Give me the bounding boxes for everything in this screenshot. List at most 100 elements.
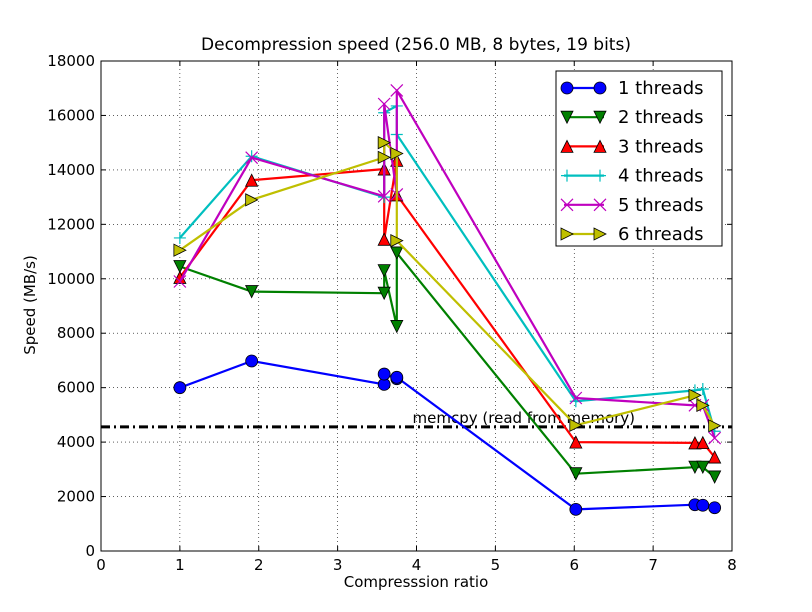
data-point — [708, 431, 722, 445]
data-point — [245, 285, 259, 299]
legend-label: 6 threads — [618, 224, 704, 245]
series-line — [179, 359, 715, 511]
y-tick-label: 0 — [85, 542, 95, 560]
y-tick-label: 14000 — [47, 161, 95, 179]
data-point — [561, 169, 573, 182]
data-point — [245, 354, 259, 368]
data-point — [245, 150, 258, 163]
x-tick-label: 7 — [648, 556, 658, 574]
data-point — [377, 189, 391, 203]
data-point — [377, 367, 391, 381]
legend-label: 4 threads — [618, 166, 704, 187]
legend-box — [555, 70, 723, 247]
data-point — [593, 81, 607, 95]
data-point — [594, 169, 606, 182]
data-point — [560, 198, 574, 212]
legend-label: 3 threads — [618, 136, 704, 157]
reference-line: memcpy (read from memory) — [101, 409, 732, 429]
data-point — [696, 498, 710, 512]
legend-entry: 5 threads — [560, 195, 704, 216]
series-2 — [173, 246, 722, 484]
data-point — [390, 146, 404, 161]
data-point — [173, 381, 187, 395]
data-point — [593, 227, 607, 241]
x-tick-label: 8 — [727, 556, 737, 574]
chart-title: Decompression speed (256.0 MB, 8 bytes, … — [201, 35, 631, 55]
y-tick-label: 4000 — [57, 433, 95, 451]
y-tick-label: 16000 — [47, 106, 95, 124]
x-tick-label: 3 — [333, 556, 343, 574]
data-point — [390, 234, 404, 248]
data-point — [560, 110, 574, 125]
legend-label: 2 threads — [618, 107, 704, 128]
legend-entry: 1 threads — [560, 78, 704, 99]
x-tick-label: 0 — [96, 556, 106, 574]
x-tick-label: 5 — [491, 556, 501, 574]
data-point — [708, 419, 722, 433]
data-point — [569, 502, 583, 516]
y-tick-label: 12000 — [47, 215, 95, 233]
data-point — [245, 193, 259, 207]
x-tick-label: 1 — [175, 556, 185, 574]
y-tick-label: 6000 — [57, 379, 95, 397]
series-line — [179, 251, 716, 478]
y-tick-label: 10000 — [47, 270, 95, 288]
data-point — [708, 470, 722, 484]
data-point — [390, 370, 404, 384]
data-point — [708, 501, 722, 515]
y-tick-label: 2000 — [57, 488, 95, 506]
data-point — [560, 139, 574, 153]
data-point — [173, 260, 187, 274]
y-tick-label: 18000 — [47, 52, 95, 70]
y-axis-label: Speed (MB/s) — [21, 255, 39, 355]
data-point — [245, 151, 259, 165]
y-tick-label: 8000 — [57, 324, 95, 342]
series-6 — [173, 136, 722, 433]
data-point — [569, 467, 583, 481]
legend: 1 threads 2 threads 3 threads 4 threads 5 th… — [555, 70, 723, 247]
series-1 — [173, 354, 722, 516]
data-point — [696, 435, 710, 450]
data-point — [593, 139, 607, 153]
data-point — [688, 388, 702, 402]
data-point — [708, 450, 722, 464]
x-tick-label: 2 — [254, 556, 264, 574]
data-point — [560, 227, 574, 241]
data-point — [377, 286, 391, 301]
data-point — [377, 136, 392, 150]
axis-ticks: 0 1 2 3 4 5 6 7 8 0 2000 4000 6000 8000 10000 12000 1400… — [47, 52, 736, 574]
legend-entry: 4 threads — [561, 166, 704, 187]
series-layer — [173, 83, 722, 516]
data-point — [377, 264, 391, 278]
data-point — [696, 383, 709, 396]
data-point — [390, 246, 404, 260]
legend-entry: 6 threads — [560, 224, 704, 245]
data-point — [560, 81, 574, 95]
data-point — [696, 398, 710, 413]
legend-entry: 3 threads — [560, 136, 704, 157]
data-point — [696, 460, 710, 475]
data-point — [593, 110, 607, 125]
data-point — [569, 391, 583, 405]
x-tick-label: 6 — [569, 556, 579, 574]
data-point — [173, 231, 186, 244]
data-point — [593, 198, 607, 212]
legend-entry: 2 threads — [560, 107, 704, 128]
data-point — [569, 435, 583, 449]
data-point — [173, 275, 187, 288]
legend-label: 1 threads — [618, 78, 704, 99]
x-tick-label: 4 — [412, 556, 422, 574]
data-point — [245, 173, 259, 187]
memcpy-reference-label: memcpy (read from memory) — [413, 409, 635, 427]
x-axis-label: Compresssion ratio — [344, 573, 489, 591]
data-point — [377, 150, 392, 165]
data-point — [173, 243, 187, 257]
data-point — [390, 320, 404, 334]
data-point — [377, 232, 391, 246]
data-point — [377, 97, 391, 111]
legend-label: 5 threads — [618, 195, 704, 216]
data-point — [569, 418, 583, 432]
data-point — [390, 83, 404, 97]
